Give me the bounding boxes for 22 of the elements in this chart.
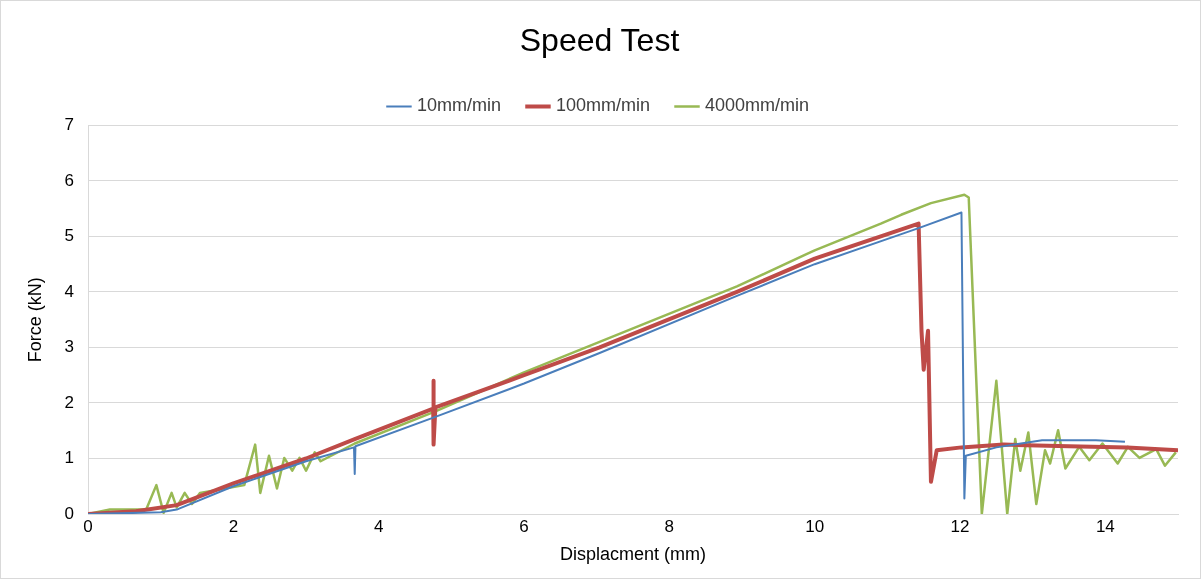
x-axis-title: Displacment (mm) bbox=[560, 544, 707, 565]
chart-title: Speed Test bbox=[519, 22, 680, 59]
x-tick-label: 4 bbox=[373, 516, 384, 536]
x-tick-label: 6 bbox=[519, 516, 529, 536]
y-tick-label: 2 bbox=[64, 392, 75, 412]
y-tick-label: 7 bbox=[64, 115, 75, 135]
y-axis-title: Force (kN) bbox=[24, 277, 45, 363]
legend-label: 10mm/min bbox=[416, 95, 501, 116]
y-tick-label: 6 bbox=[64, 170, 75, 190]
x-tick-label: 12 bbox=[950, 516, 970, 536]
x-tick-label: 10 bbox=[805, 516, 825, 536]
y-tick-label: 5 bbox=[64, 226, 75, 246]
legend-label: 100mm/min bbox=[555, 95, 651, 116]
x-tick-label: 8 bbox=[664, 516, 675, 536]
x-tick-label: 0 bbox=[83, 516, 93, 536]
y-tick-label: 3 bbox=[64, 337, 75, 357]
legend-label: 4000mm/min bbox=[705, 95, 810, 116]
y-tick-label: 1 bbox=[64, 448, 75, 468]
x-tick-label: 2 bbox=[228, 516, 239, 536]
x-tick-label: 14 bbox=[1095, 516, 1115, 536]
y-tick-label: 0 bbox=[64, 503, 75, 523]
y-tick-label: 4 bbox=[64, 281, 75, 301]
